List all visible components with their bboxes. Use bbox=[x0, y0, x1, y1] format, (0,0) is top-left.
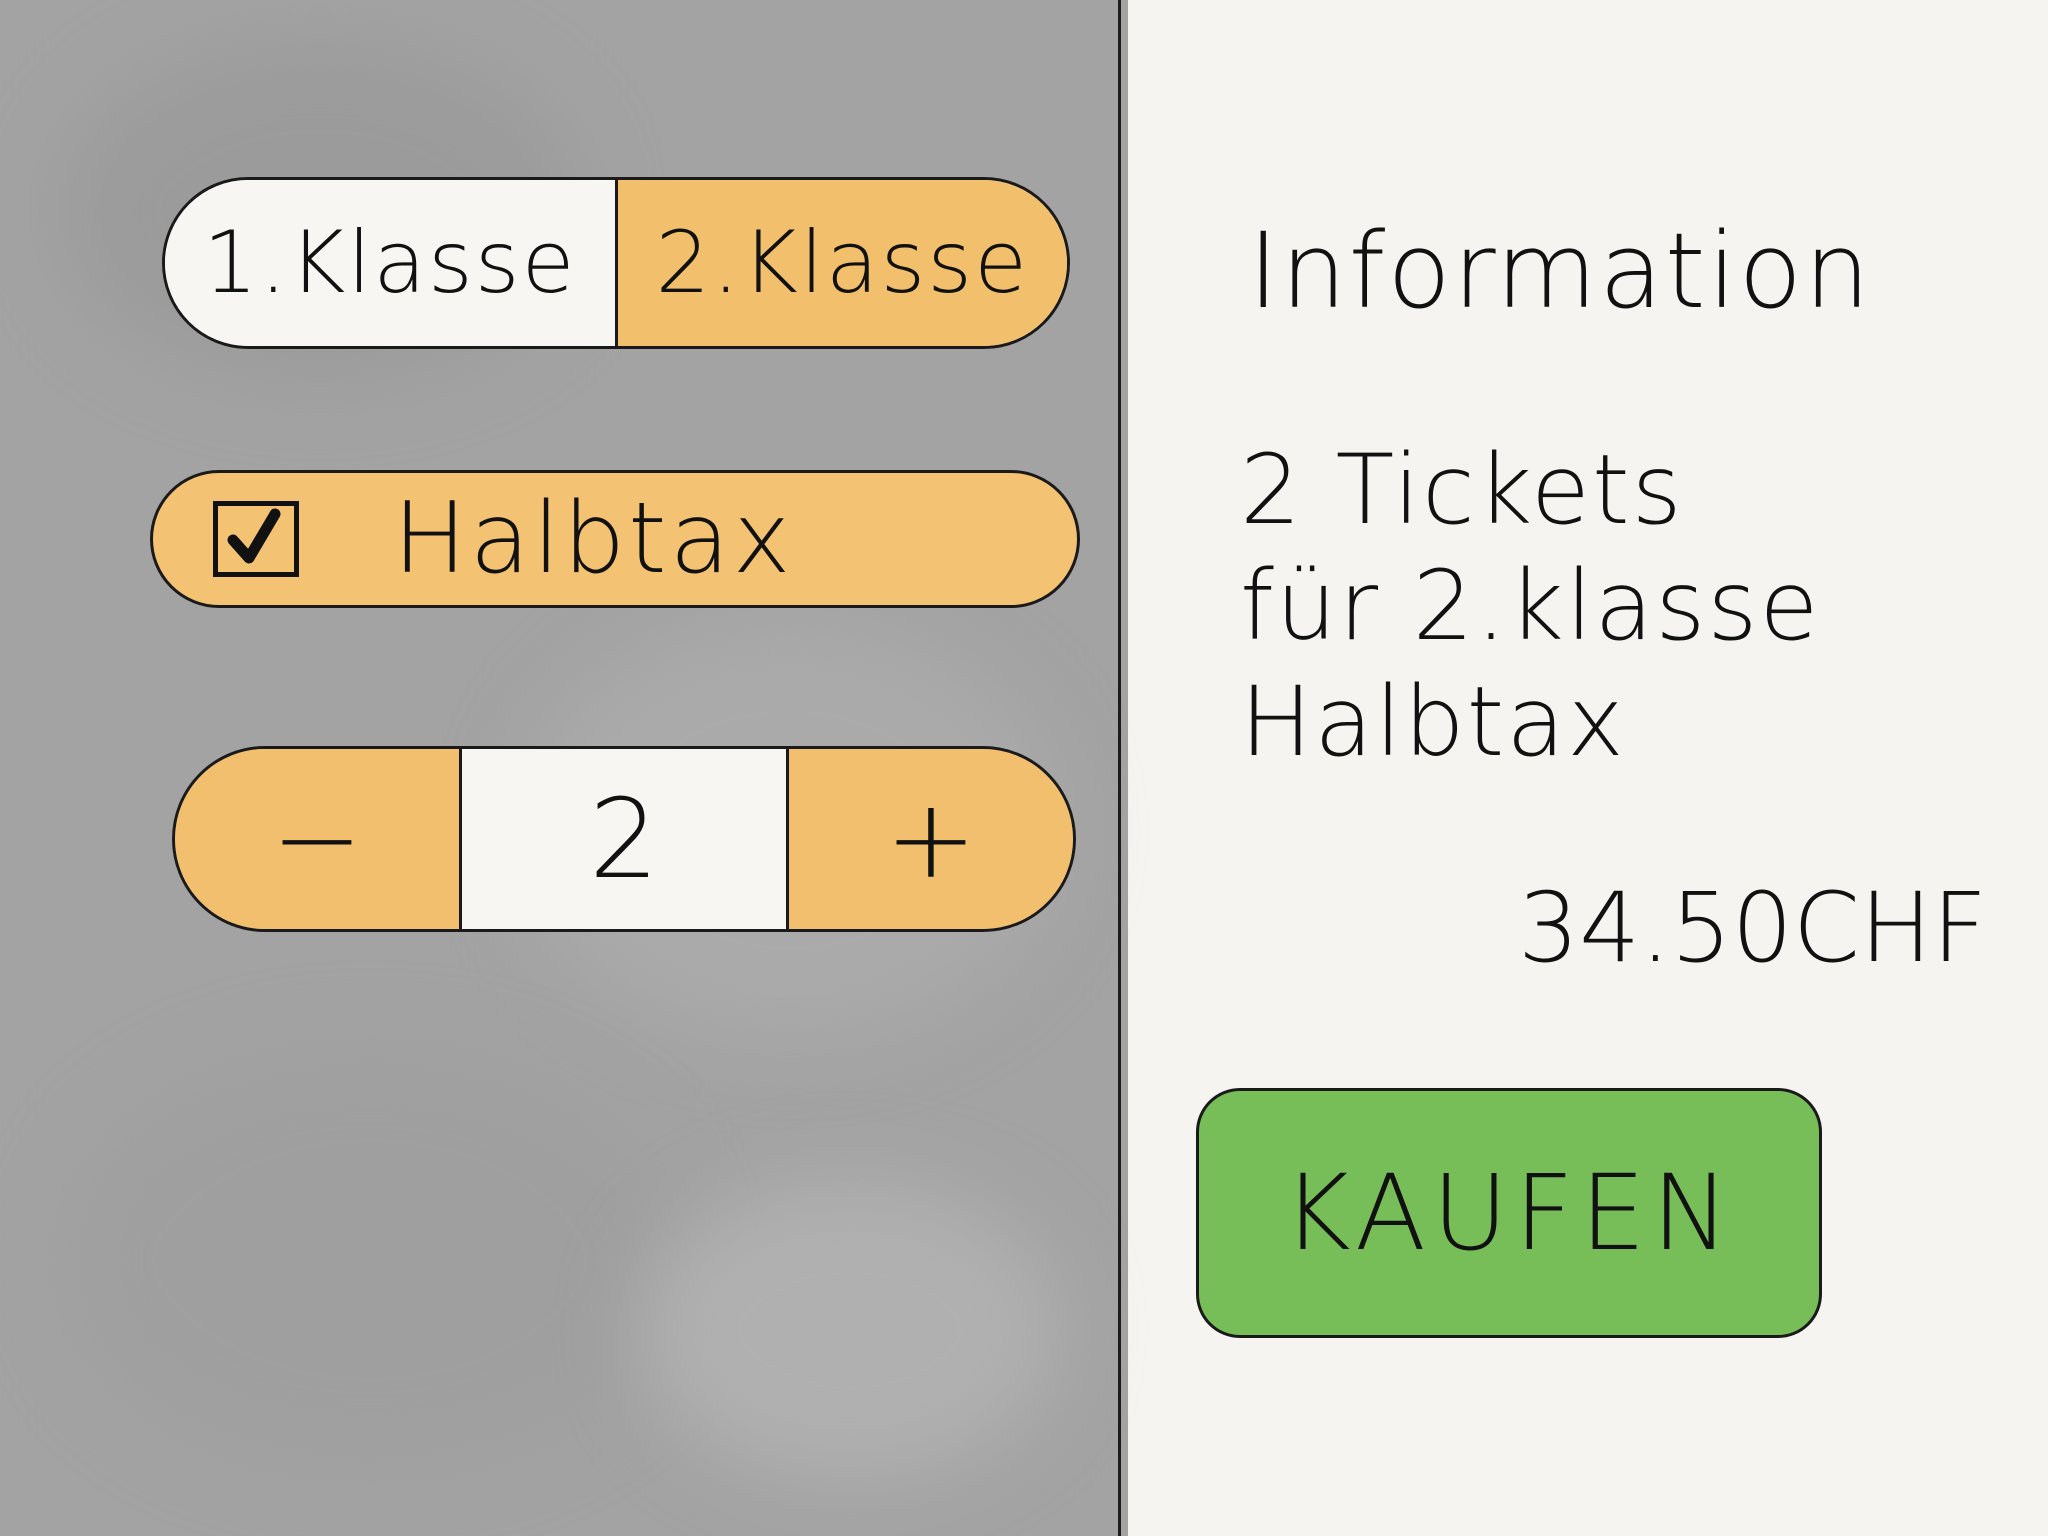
panel-divider bbox=[1118, 0, 1121, 1536]
wash-blob bbox=[640, 1180, 1060, 1480]
class-selector[interactable]: 1.Klasse 2.Klasse bbox=[162, 177, 1070, 349]
ticket-summary: 2 Tickets für 2.klasse Halbtax bbox=[1240, 432, 1820, 780]
wash-blob bbox=[60, 1050, 680, 1470]
summary-class-line: für 2.klasse bbox=[1240, 550, 1821, 662]
halbtax-checkbox-row[interactable]: Halbtax bbox=[150, 470, 1080, 608]
decrement-button[interactable]: − bbox=[175, 749, 459, 929]
quantity-value: 2 bbox=[459, 749, 789, 929]
checkmark-icon bbox=[227, 508, 281, 564]
class-option-1[interactable]: 1.Klasse bbox=[165, 180, 618, 346]
summary-discount-line: Halbtax bbox=[1240, 666, 1626, 778]
quantity-stepper[interactable]: − 2 + bbox=[172, 746, 1076, 932]
increment-button[interactable]: + bbox=[789, 749, 1073, 929]
summary-tickets-line: 2 Tickets bbox=[1240, 434, 1684, 546]
halbtax-label: Halbtax bbox=[393, 482, 794, 596]
information-title: Information bbox=[1248, 210, 1873, 332]
buy-button[interactable]: KAUFEN bbox=[1196, 1088, 1822, 1338]
halbtax-checkbox[interactable] bbox=[213, 501, 299, 577]
class-option-2[interactable]: 2.Klasse bbox=[617, 180, 1067, 346]
total-price: 34.50CHF bbox=[1518, 872, 1988, 984]
